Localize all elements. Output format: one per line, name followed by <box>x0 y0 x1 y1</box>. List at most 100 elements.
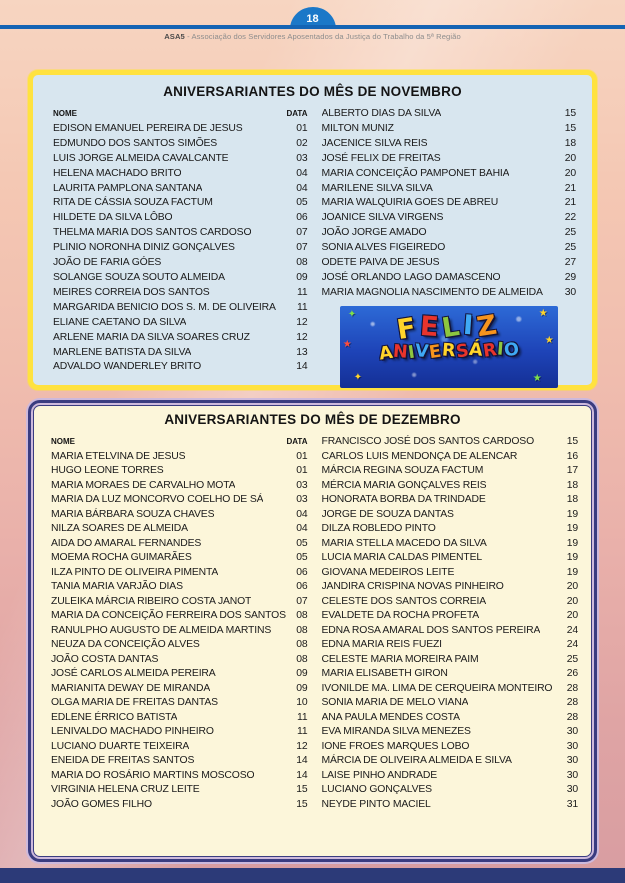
table-row: MÁRCIA REGINA SOUZA FACTUM 17 <box>322 464 579 479</box>
person-name: ANA PAULA MENDES COSTA <box>321 711 460 723</box>
person-name: JORGE DE SOUZA DANTAS <box>321 508 454 520</box>
person-name: MARILENE SILVA SILVA <box>321 182 433 194</box>
table-row: SOLANGE SOUZA SOUTO ALMEIDA 09 <box>53 271 308 286</box>
birth-date: 14 <box>296 361 308 373</box>
table-row: EVALDETE DA ROCHA PROFETA 20 <box>322 609 579 624</box>
table-row: JOSÉ CARLOS ALMEIDA PEREIRA 09 <box>51 667 308 682</box>
table-row: IONE FROES MARQUES LOBO 30 <box>322 740 579 755</box>
person-name: HELENA MACHADO BRITO <box>53 167 182 179</box>
table-row: NEYDE PINTO MACIEL 31 <box>322 798 579 813</box>
person-name: LUCIA MARIA CALDAS PIMENTEL <box>321 552 483 563</box>
birth-date: 24 <box>566 624 578 636</box>
december-right-list: FRANCISCO JOSÉ DOS SANTOS CARDOSO 15 CAR… <box>322 435 579 812</box>
table-row: JOÃO COSTA DANTAS 08 <box>51 653 308 668</box>
table-row: LAURITA PAMPLONA SANTANA 04 <box>53 182 308 197</box>
table-row: PLINIO NORONHA DINIZ GONÇALVES 07 <box>53 241 308 256</box>
table-row: LUCIANO GONÇALVES 30 <box>322 783 579 798</box>
birth-date: 31 <box>566 798 578 810</box>
table-row: MARIA WALQUIRIA GOES DE ABREU 21 <box>322 196 577 211</box>
person-name: MARIA MAGNOLIA NASCIMENTO DE ALMEIDA <box>321 286 543 298</box>
table-row: JACENICE SILVA REIS 18 <box>322 137 577 152</box>
table-row: THELMA MARIA DOS SANTOS CARDOSO 07 <box>53 226 308 241</box>
birth-date: 30 <box>566 740 578 752</box>
birth-date: 11 <box>297 301 308 313</box>
table-row: MARIA MAGNOLIA NASCIMENTO DE ALMEIDA 30 <box>322 286 577 301</box>
person-name: MOEMA ROCHA GUIMARÃES <box>51 552 192 563</box>
table-row: JOSÉ ORLANDO LAGO DAMASCENO 29 <box>322 271 577 286</box>
birth-date: 06 <box>296 212 308 224</box>
table-row: JOÃO GOMES FILHO 15 <box>51 798 308 813</box>
person-name: LUCIANO DUARTE TEIXEIRA <box>51 740 190 752</box>
person-name: IVONILDE MA. LIMA DE CERQUEIRA MONTEIRO <box>321 682 553 694</box>
birth-date: 20 <box>564 167 576 179</box>
table-row: FRANCISCO JOSÉ DOS SANTOS CARDOSO 15 <box>322 435 579 450</box>
table-row: ODETE PAIVA DE JESUS 27 <box>322 256 577 271</box>
birth-date: 14 <box>296 755 308 766</box>
star-icon: ★ <box>532 372 542 384</box>
birth-date: 30 <box>566 726 578 737</box>
birth-date: 11 <box>297 726 308 737</box>
person-name: LAURITA PAMPLONA SANTANA <box>53 182 203 194</box>
person-name: HUGO LEONE TORRES <box>51 465 164 476</box>
november-panel-title: ANIVERSARIANTES DO MÊS DE NOVEMBRO <box>163 84 462 99</box>
table-row: CELESTE MARIA MOREIRA PAIM 25 <box>322 653 579 668</box>
table-row: RITA DE CÁSSIA SOUZA FACTUM 05 <box>53 196 308 211</box>
birth-date: 24 <box>566 639 578 650</box>
table-row: TANIA MARIA VARJÃO DIAS 06 <box>51 580 308 595</box>
birth-date: 15 <box>564 122 576 134</box>
person-name: PLINIO NORONHA DINIZ GONÇALVES <box>53 242 235 254</box>
november-right-column: ALBERTO DIAS DA SILVA 15 MILTON MUNIZ 15… <box>321 107 577 388</box>
person-name: MARIANITA DEWAY DE MIRANDA <box>51 682 211 694</box>
table-row: EDNA ROSA AMARAL DOS SANTOS PEREIRA 24 <box>322 624 579 639</box>
birth-date: 22 <box>564 212 576 224</box>
december-right-column: FRANCISCO JOSÉ DOS SANTOS CARDOSO 15 CAR… <box>322 435 579 812</box>
table-row: JORGE DE SOUZA DANTAS 19 <box>322 508 579 523</box>
birth-date: 25 <box>566 653 578 665</box>
birth-date: 01 <box>296 465 308 476</box>
table-row: GIOVANA MEDEIROS LEITE 19 <box>322 566 579 581</box>
table-row: HONORATA BORBA DA TRINDADE 18 <box>322 493 579 508</box>
person-name: SONIA ALVES FIGEIREDO <box>321 242 446 254</box>
person-name: MARIA STELLA MACEDO DA SILVA <box>321 537 487 549</box>
person-name: NEYDE PINTO MACIEL <box>321 798 431 810</box>
birth-date: 04 <box>296 508 308 520</box>
table-row: JOÃO DE FARIA GÓES 08 <box>53 256 308 271</box>
person-name: VIRGINIA HELENA CRUZ LEITE <box>51 784 200 795</box>
birth-date: 01 <box>296 450 308 462</box>
person-name: MARIA BÁRBARA SOUZA CHAVES <box>51 508 215 520</box>
person-name: TANIA MARIA VARJÃO DIAS <box>51 581 183 592</box>
table-row: LAISE PINHO ANDRADE 30 <box>322 769 579 784</box>
person-name: MARIA DO ROSÁRIO MARTINS MOSCOSO <box>51 769 255 781</box>
person-name: RITA DE CÁSSIA SOUZA FACTUM <box>53 197 213 209</box>
birth-date: 08 <box>296 610 308 621</box>
birth-date: 19 <box>566 508 578 520</box>
birth-date: 07 <box>296 242 308 254</box>
birth-date: 19 <box>566 566 578 578</box>
birth-date: 17 <box>566 465 578 476</box>
birth-date: 20 <box>564 152 576 164</box>
table-row: LUCIANO DUARTE TEIXEIRA 12 <box>51 740 308 755</box>
person-name: MARIA MORAES DE CARVALHO MOTA <box>51 479 236 491</box>
birth-date: 01 <box>296 122 308 134</box>
person-name: LUIS JORGE ALMEIDA CAVALCANTE <box>53 152 229 164</box>
person-name: CELESTE DOS SANTOS CORREIA <box>321 595 487 607</box>
table-row: ILZA PINTO DE OLIVEIRA PIMENTA 06 <box>51 566 308 581</box>
person-name: MARLENE BATISTA DA SILVA <box>53 346 192 358</box>
birth-date: 09 <box>296 271 308 283</box>
birth-date: 29 <box>564 271 576 283</box>
table-row: LUCIA MARIA CALDAS PIMENTEL 19 <box>322 551 579 566</box>
table-row: OLGA MARIA DE FREITAS DANTAS 10 <box>51 696 308 711</box>
table-row: EDISON EMANUEL PEREIRA DE JESUS 01 <box>53 122 308 137</box>
person-name: LENIVALDO MACHADO PINHEIRO <box>51 726 214 737</box>
column-header: NOME DATA <box>51 435 308 450</box>
date-column-header: DATA <box>286 109 308 118</box>
birth-date: 28 <box>566 711 578 723</box>
birth-date: 19 <box>566 537 578 549</box>
table-row: CARLOS LUIS MENDONÇA DE ALENCAR 16 <box>322 450 579 465</box>
table-row: RANULPHO AUGUSTO DE ALMEIDA MARTINS 08 <box>51 624 308 639</box>
person-name: MARIA ELISABETH GIRON <box>321 668 448 679</box>
birth-date: 05 <box>296 552 308 563</box>
masthead-text: - Associação dos Servidores Aposentados … <box>184 32 461 41</box>
person-name: JANDIRA CRISPINA NOVAS PINHEIRO <box>321 581 504 592</box>
november-columns: NOME DATA EDISON EMANUEL PEREIRA DE JESU… <box>33 100 592 388</box>
